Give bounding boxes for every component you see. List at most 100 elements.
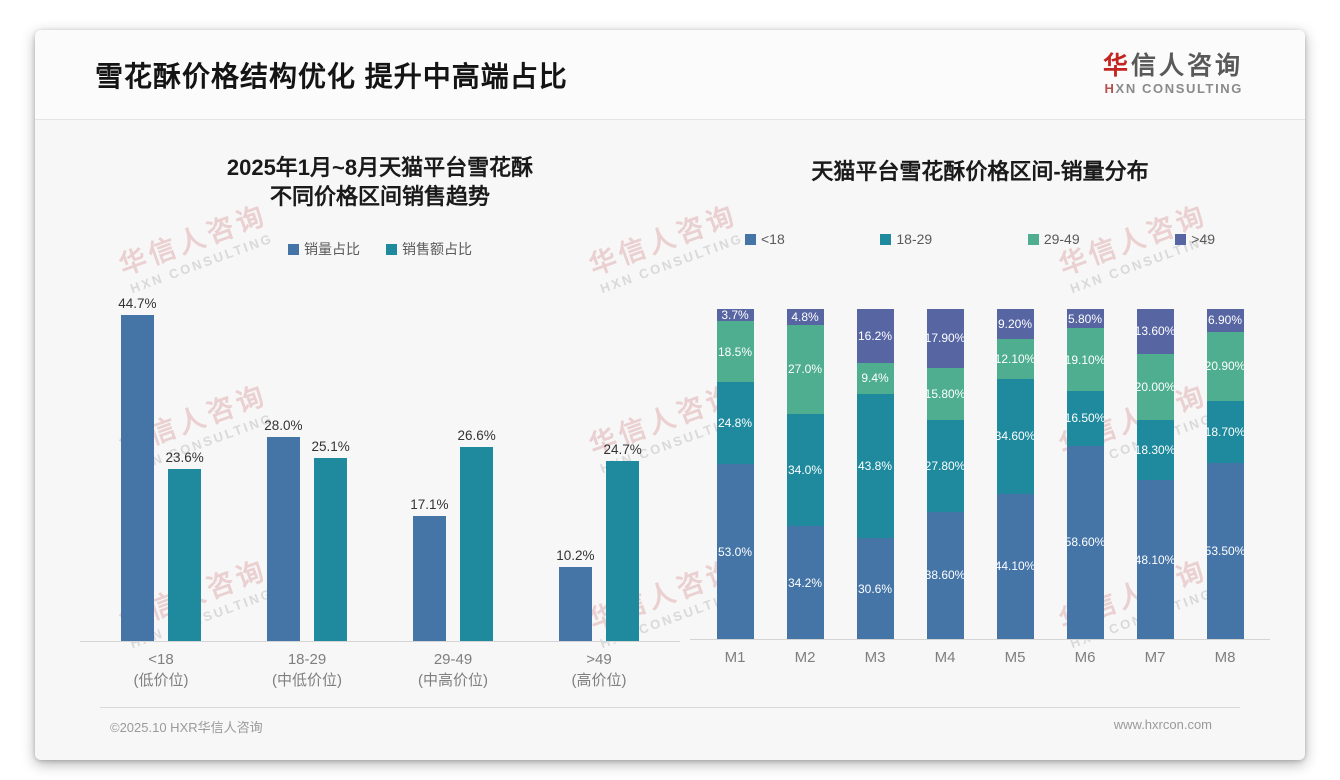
- stack-cell: 13.60% 20.00% 18.30% 48.10%: [1120, 309, 1190, 639]
- left-chart-title-line1: 2025年1月~8月天猫平台雪花酥: [226, 155, 534, 180]
- bar-segment: 34.2%: [786, 526, 824, 639]
- segment-value-label: 19.10%: [1066, 352, 1104, 367]
- legend-item: 29-49: [1027, 231, 1080, 247]
- bar-group: 17.1% 26.6%: [380, 428, 526, 641]
- stack-cell: 3.7% 18.5% 24.8% 53.0%: [700, 309, 770, 639]
- bar-segment: 48.10%: [1136, 480, 1174, 639]
- bar-segment: 34.0%: [786, 413, 824, 527]
- segment-value-label: 18.30%: [1136, 443, 1174, 458]
- stacked-bar: 13.60% 20.00% 18.30% 48.10%: [1136, 309, 1174, 639]
- bar-segment: 15.80%: [926, 367, 964, 420]
- slide-header: 雪花酥价格结构优化 提升中高端占比 华信人咨询 HXN CONSULTING: [35, 30, 1305, 120]
- segment-value-label: 38.60%: [926, 568, 964, 583]
- segment-value-label: 4.8%: [791, 309, 819, 324]
- segment-value-label: 16.2%: [857, 328, 893, 343]
- bar-with-label: 17.1%: [410, 497, 449, 641]
- segment-value-label: 34.2%: [787, 575, 823, 590]
- x-axis-label-tier: (中高价位): [418, 672, 488, 689]
- bar: [558, 566, 592, 641]
- segment-value-label: 6.90%: [1207, 313, 1243, 328]
- bar: [168, 468, 202, 641]
- left-chart-legend: 销量占比 销售额占比: [80, 240, 680, 258]
- right-chart-plot-area: 3.7% 18.5% 24.8% 53.0% 4.8% 27.0% 34.0% 34.2% 16…: [690, 248, 1270, 640]
- bar-with-label: 26.6%: [458, 428, 496, 641]
- x-axis-label: M8: [1214, 649, 1236, 666]
- segment-value-label: 3.7%: [721, 309, 749, 322]
- page-title: 雪花酥价格结构优化 提升中高端占比: [95, 60, 568, 92]
- legend-label: 18-29: [896, 231, 933, 247]
- bar-value-label: 28.0%: [264, 417, 303, 433]
- segment-value-label: 30.6%: [857, 581, 893, 596]
- bar-segment: 16.2%: [856, 309, 894, 363]
- segment-value-label: 18.70%: [1206, 424, 1244, 439]
- legend-swatch: [386, 243, 397, 255]
- x-axis-label-tier: (高价位): [571, 672, 627, 689]
- stacked-bar: 9.20% 12.10% 34.60% 44.10%: [996, 309, 1034, 639]
- legend-item: 18-29: [880, 231, 932, 247]
- segment-value-label: 9.4%: [861, 371, 889, 385]
- bar: [120, 314, 154, 641]
- segment-value-label: 18.5%: [717, 344, 753, 359]
- stacked-bar: 6.90% 20.90% 18.70% 53.50%: [1206, 309, 1244, 639]
- bar-segment: 4.8%: [786, 309, 824, 325]
- copyright-text: ©2025.10 HXR华信人咨询: [110, 720, 263, 735]
- bar-segment: 27.80%: [926, 419, 964, 512]
- x-axis-label: <18 (低价位): [88, 642, 234, 691]
- right-chart-x-axis: M1 M2 M3 M4 M5 M6 M7 M8: [690, 640, 1270, 668]
- legend-label: 销量占比: [304, 241, 360, 257]
- stack-cell: 5.80% 19.10% 16.50% 58.60%: [1050, 309, 1120, 639]
- bar-segment: 27.0%: [786, 324, 824, 414]
- bar-value-label: 17.1%: [410, 497, 449, 513]
- bar-with-label: 23.6%: [166, 450, 204, 641]
- bar-segment: 12.10%: [996, 339, 1034, 380]
- company-logo: 华信人咨询 HXN CONSULTING: [1103, 52, 1243, 97]
- bar-with-label: 10.2%: [556, 548, 595, 641]
- segment-value-label: 34.0%: [787, 463, 823, 478]
- x-axis-label: M7: [1144, 649, 1166, 666]
- segment-value-label: 48.10%: [1136, 552, 1174, 567]
- logo-en-accent: H: [1104, 81, 1116, 97]
- legend-item: <18: [745, 231, 785, 247]
- x-axis-label-range: >49: [586, 651, 612, 668]
- segment-value-label: 20.90%: [1206, 359, 1244, 374]
- bar-segment: 9.20%: [996, 309, 1034, 340]
- bar: [412, 516, 446, 641]
- bar-segment: 9.4%: [856, 362, 894, 394]
- stack-cell: 4.8% 27.0% 34.0% 34.2%: [770, 309, 840, 639]
- x-axis-label: M1: [724, 649, 746, 666]
- segment-value-label: 13.60%: [1136, 324, 1174, 339]
- stack-cell: 17.90% 15.80% 27.80% 38.60%: [910, 308, 980, 639]
- left-chart-plot-area: 44.7% 23.6% 28.0% 25.1% 17.1% 26.6% 10.2% 24.7%: [80, 258, 680, 642]
- bar-with-label: 44.7%: [118, 296, 157, 641]
- legend-swatch: [745, 233, 756, 245]
- grouped-bar-chart: 2025年1月~8月天猫平台雪花酥 不同价格区间销售趋势 销量占比 销售额占比 4…: [80, 120, 680, 691]
- legend-swatch: [288, 243, 299, 255]
- stack-cell: 16.2% 9.4% 43.8% 30.6%: [840, 309, 910, 639]
- bar-with-label: 28.0%: [264, 417, 303, 641]
- segment-value-label: 24.8%: [717, 416, 753, 431]
- left-chart-x-axis: <18 (低价位) 18-29 (中低价位) 29-49 (中高价位) >49 (高价位): [80, 642, 680, 691]
- bar-segment: 20.90%: [1206, 331, 1244, 401]
- stacked-bar: 4.8% 27.0% 34.0% 34.2%: [786, 309, 824, 639]
- bar-with-label: 24.7%: [604, 442, 642, 641]
- bar-segment: 53.0%: [716, 464, 754, 639]
- left-chart-title-line2: 不同价格区间销售趋势: [269, 184, 490, 209]
- bar-segment: 17.90%: [926, 308, 964, 368]
- x-axis-label: M4: [934, 649, 956, 666]
- logo-en-rest: XN CONSULTING: [1115, 81, 1243, 97]
- bar-segment: 30.6%: [856, 538, 894, 639]
- bar-value-label: 24.7%: [603, 441, 642, 457]
- x-axis-label-range: 29-49: [433, 651, 473, 668]
- legend-label: <18: [761, 231, 785, 247]
- x-axis-label-tier: (低价位): [133, 672, 189, 689]
- bar-segment: 58.60%: [1066, 445, 1104, 639]
- website-text: www.hxrcon.com: [1113, 717, 1212, 732]
- segment-value-label: 17.90%: [926, 331, 964, 346]
- bar: [606, 460, 640, 641]
- bar-segment: 38.60%: [926, 511, 964, 639]
- stack-cell: 9.20% 12.10% 34.60% 44.10%: [980, 309, 1050, 639]
- legend-label: >49: [1191, 231, 1215, 247]
- bar-group: 44.7% 23.6%: [88, 296, 234, 641]
- legend-item: >49: [1175, 231, 1215, 247]
- segment-value-label: 53.0%: [717, 544, 753, 559]
